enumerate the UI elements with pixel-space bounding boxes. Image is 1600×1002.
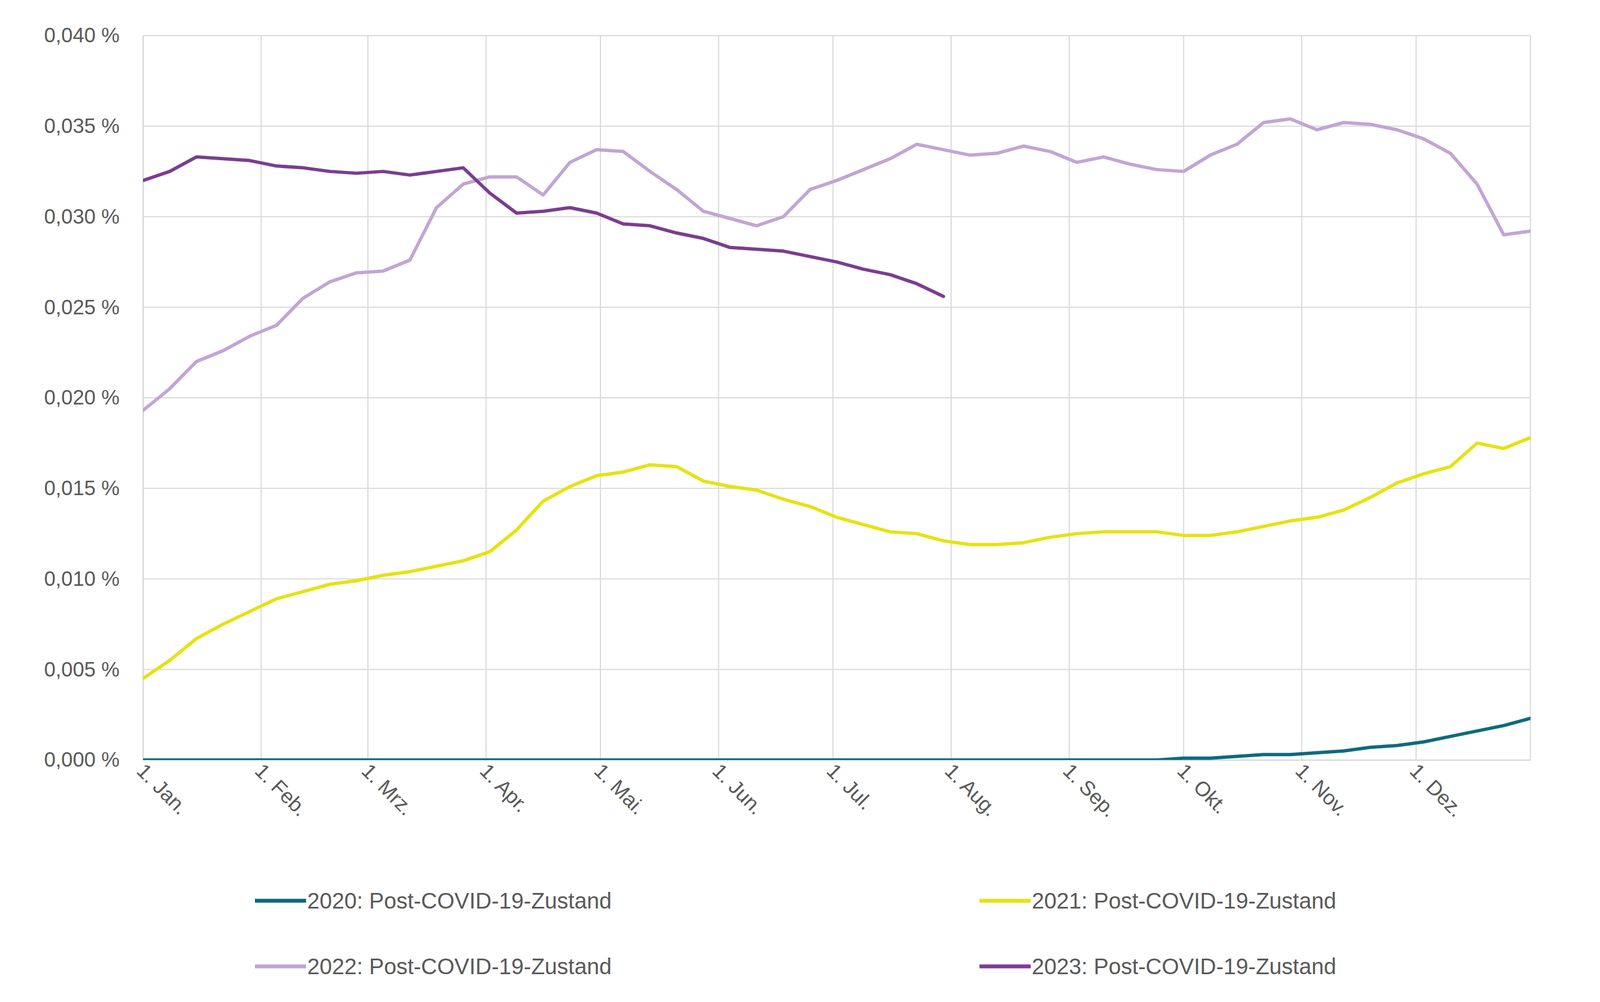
- x-tick-label: 1. Aug.: [940, 759, 1002, 821]
- y-tick-label: 0,015 %: [43, 476, 120, 500]
- x-grid-line: [1068, 35, 1070, 761]
- x-tick-label: 1. Sep.: [1058, 759, 1121, 822]
- x-tick: 1. Nov.: [1291, 759, 1353, 821]
- y-grid-line: [143, 397, 1531, 399]
- y-tick-label: 0,025 %: [43, 296, 120, 319]
- y-tick: 0,025 %: [43, 296, 144, 319]
- legend-swatch: [254, 899, 307, 904]
- y-grid-line: [143, 125, 1531, 127]
- series-line: [143, 718, 1531, 761]
- x-grid-line: [599, 35, 602, 761]
- y-axis-line: [143, 36, 145, 761]
- x-tick-label: 1. Dez.: [1405, 759, 1468, 822]
- y-grid-line: [143, 668, 1531, 671]
- x-grid-line: [1415, 35, 1417, 761]
- y-tick: 0,000 %: [43, 748, 144, 772]
- y-grid-line: [143, 216, 1531, 218]
- x-axis: 1. Jan. 1. Feb. 1. Mrz. 1. Apr. 1. Mai. 1. Ju…: [132, 759, 1531, 822]
- legend-item: 2020: Post-COVID-19-Zustand: [254, 888, 612, 914]
- legend-label: 2021: Post-COVID-19-Zustand: [1031, 888, 1337, 914]
- y-grid-line: [143, 488, 1531, 490]
- x-tick: 1. Jun.: [707, 759, 768, 820]
- y-tick-label: 0,040 %: [43, 23, 120, 47]
- y-grid-line: [143, 306, 1531, 308]
- y-tick-label: 0,030 %: [43, 205, 120, 229]
- y-tick: 0,005 %: [43, 658, 144, 682]
- x-tick-label: 1. Jul.: [821, 759, 878, 815]
- legend-swatch: [979, 899, 1031, 904]
- x-tick-label: 1. Jan.: [132, 759, 193, 820]
- x-tick: 1. Dez.: [1405, 759, 1468, 822]
- y-tick-label: 0,035 %: [43, 114, 120, 138]
- y-grid-line: [143, 35, 1531, 37]
- y-tick: 0,030 %: [43, 205, 144, 229]
- y-tick: 0,035 %: [43, 114, 144, 138]
- x-grid-line: [260, 35, 262, 761]
- legend: 2020: Post-COVID-19-Zustand 2021: Post-CO…: [254, 888, 1337, 979]
- x-tick: 1. Aug.: [940, 759, 1002, 821]
- legend-item: 2021: Post-COVID-19-Zustand: [979, 888, 1337, 914]
- series-line: [143, 119, 1531, 411]
- x-tick-label: 1. Mrz.: [357, 759, 418, 821]
- y-tick: 0,020 %: [43, 386, 144, 410]
- x-tick-label: 1. Nov.: [1291, 759, 1353, 821]
- plot-frame: [1529, 35, 1531, 761]
- x-tick: 1. Jan.: [132, 759, 193, 820]
- y-tick-label: 0,000 %: [43, 748, 120, 772]
- x-grid-line: [1301, 35, 1303, 761]
- y-grid-line: [143, 578, 1531, 580]
- series-line: [143, 437, 1531, 679]
- y-tick: 0,010 %: [43, 567, 144, 591]
- x-tick-label: 1. Okt.: [1173, 759, 1233, 819]
- legend-label: 2020: Post-COVID-19-Zustand: [307, 888, 612, 914]
- series-line: [143, 156, 944, 297]
- x-grid-line: [485, 35, 487, 761]
- x-grid-line: [1183, 35, 1185, 761]
- x-tick-label: 1. Feb.: [250, 759, 312, 821]
- x-tick: 1. Sep.: [1058, 759, 1121, 822]
- legend-swatch: [979, 965, 1031, 969]
- x-tick: 1. Mrz.: [357, 759, 418, 821]
- x-tick: 1. Okt.: [1173, 759, 1233, 819]
- y-axis: 0,000 % 0,005 % 0,010 % 0,015 % 0,020 % 0,025…: [43, 23, 144, 772]
- x-tick-label: 1. Mai.: [589, 759, 651, 820]
- x-tick-label: 1. Apr.: [475, 759, 533, 817]
- legend-label: 2022: Post-COVID-19-Zustand: [307, 954, 612, 979]
- y-tick: 0,015 %: [43, 476, 144, 500]
- legend-item: 2023: Post-COVID-19-Zustand: [979, 954, 1337, 979]
- x-tick-label: 1. Jun.: [707, 759, 768, 820]
- legend-item: 2022: Post-COVID-19-Zustand: [254, 954, 612, 979]
- y-tick-label: 0,010 %: [43, 567, 120, 591]
- x-grid-line: [950, 35, 952, 761]
- chart: 0,000 % 0,005 % 0,010 % 0,015 % 0,020 % 0,025…: [0, 0, 1600, 1002]
- grid: [143, 35, 1531, 761]
- x-tick: 1. Mai.: [589, 759, 651, 820]
- y-tick-label: 0,005 %: [43, 658, 120, 682]
- lines: [143, 119, 1531, 761]
- y-tick-label: 0,020 %: [43, 386, 120, 410]
- plot: 0,000 % 0,005 % 0,010 % 0,015 % 0,020 % 0,025…: [43, 23, 1531, 822]
- x-tick: 1. Apr.: [475, 759, 533, 817]
- legend-swatch: [254, 965, 307, 969]
- x-tick: 1. Feb.: [250, 759, 312, 821]
- x-grid-line: [832, 35, 834, 761]
- x-tick: 1. Jul.: [821, 759, 878, 815]
- x-grid-line: [367, 35, 369, 761]
- y-tick: 0,040 %: [43, 23, 144, 47]
- x-grid-line: [142, 35, 144, 761]
- legend-label: 2023: Post-COVID-19-Zustand: [1031, 954, 1337, 979]
- x-grid-line: [717, 35, 720, 761]
